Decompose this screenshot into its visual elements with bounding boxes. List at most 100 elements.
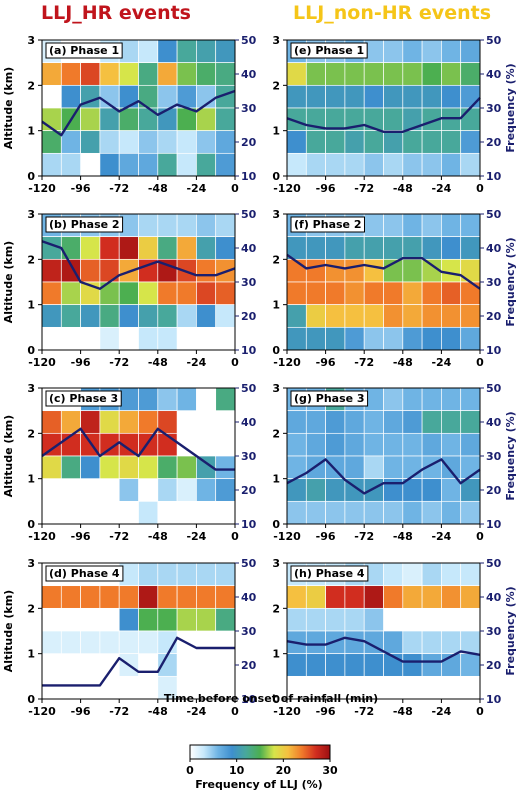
heatmap-cell bbox=[41, 281, 62, 306]
heatmap-cell bbox=[421, 630, 442, 655]
y-tick-label: 1 bbox=[27, 125, 35, 138]
heatmap-cell bbox=[363, 607, 384, 632]
heatmap-cell bbox=[305, 585, 326, 609]
heatmap-cell bbox=[196, 213, 217, 238]
x-tick-label: -72 bbox=[109, 182, 129, 195]
heatmap-cell bbox=[383, 152, 404, 177]
y2-tick-label: 50 bbox=[241, 382, 257, 395]
y2-axis-label: Frequency (%) bbox=[504, 586, 517, 675]
heatmap-cell bbox=[60, 585, 81, 609]
heatmap-cell bbox=[325, 281, 346, 306]
panel-label: (e) Phase 1 bbox=[294, 44, 364, 57]
y2-tick-label: 10 bbox=[486, 518, 502, 531]
heatmap-cell bbox=[138, 455, 159, 480]
heatmap-cell bbox=[402, 500, 423, 525]
heatmap-cell bbox=[138, 562, 159, 587]
heatmap-cell bbox=[215, 213, 236, 238]
y-tick-label: 3 bbox=[272, 34, 280, 47]
colorbar-tick-label: 10 bbox=[229, 764, 245, 777]
x-tick-label: -96 bbox=[71, 530, 91, 543]
heatmap-cell bbox=[196, 39, 217, 64]
y-tick-label: 2 bbox=[272, 602, 280, 615]
y2-tick-label: 10 bbox=[486, 693, 502, 706]
y2-tick-label: 40 bbox=[241, 591, 257, 604]
right-column-title: LLJ_non-HR events bbox=[293, 2, 491, 24]
heatmap-cell bbox=[460, 326, 481, 351]
heatmap-cell bbox=[344, 326, 365, 351]
heatmap-cell bbox=[176, 562, 197, 587]
y-tick-label: 3 bbox=[272, 382, 280, 395]
x-tick-label: -120 bbox=[28, 705, 56, 718]
heatmap-cell bbox=[157, 84, 178, 109]
heatmap-cell bbox=[344, 281, 365, 306]
heatmap-cell bbox=[157, 607, 178, 632]
heatmap-cell bbox=[441, 62, 462, 86]
heatmap-cell bbox=[421, 478, 442, 502]
heatmap-cell bbox=[325, 585, 346, 609]
heatmap-cell bbox=[441, 281, 462, 306]
heatmap-cell bbox=[80, 304, 101, 328]
heatmap-cell bbox=[99, 130, 120, 154]
heatmap-cell bbox=[402, 213, 423, 238]
heatmap-cell bbox=[402, 258, 423, 283]
heatmap-cell bbox=[363, 432, 384, 457]
heatmap-cell bbox=[215, 585, 236, 609]
y-tick-label: 3 bbox=[27, 557, 35, 570]
x-tick-label: -72 bbox=[109, 705, 129, 718]
heatmap-cell bbox=[118, 585, 139, 609]
heatmap-cell bbox=[421, 410, 442, 434]
heatmap-cell bbox=[383, 585, 404, 609]
panel-c: 0 1 2 3 10 20 30 40 50 -120 -96 -72 -48 -24 0 (c) Phase… bbox=[2, 382, 257, 543]
heatmap-cell bbox=[305, 432, 326, 457]
heatmap-cell bbox=[305, 500, 326, 525]
heatmap-cell bbox=[402, 562, 423, 587]
heatmap-cell bbox=[325, 410, 346, 434]
heatmap-cell bbox=[441, 130, 462, 154]
heatmap-cell bbox=[363, 410, 384, 434]
heatmap-cell bbox=[344, 455, 365, 480]
heatmap-cell bbox=[383, 500, 404, 525]
heatmap-cell bbox=[138, 39, 159, 64]
heatmap-cell bbox=[363, 62, 384, 86]
heatmap-cell bbox=[286, 281, 307, 306]
y-tick-label: 0 bbox=[272, 344, 280, 357]
heatmap-cell bbox=[383, 107, 404, 132]
heatmap-cell bbox=[344, 84, 365, 109]
heatmap-cell bbox=[402, 152, 423, 177]
heatmap-cell bbox=[325, 152, 346, 177]
heatmap-cell bbox=[99, 410, 120, 434]
heatmap-cell bbox=[196, 607, 217, 632]
heatmap-cell bbox=[176, 62, 197, 86]
y-tick-label: 1 bbox=[272, 473, 280, 486]
heatmap-cell bbox=[196, 62, 217, 86]
heatmap-cell bbox=[441, 562, 462, 587]
heatmap-cell bbox=[138, 410, 159, 434]
heatmap-cell bbox=[286, 410, 307, 434]
y-tick-label: 0 bbox=[27, 518, 35, 531]
heatmap-cell bbox=[402, 62, 423, 86]
heatmap-cell bbox=[41, 455, 62, 480]
heatmap-cell bbox=[305, 84, 326, 109]
heatmap-cell bbox=[325, 500, 346, 525]
heatmap-cell bbox=[196, 236, 217, 260]
heatmap-cell bbox=[363, 326, 384, 351]
x-tick-label: -72 bbox=[109, 530, 129, 543]
panel-label-box bbox=[290, 565, 369, 582]
x-tick-label: -96 bbox=[71, 182, 91, 195]
heatmap-cell bbox=[441, 432, 462, 457]
heatmap-cell bbox=[441, 304, 462, 328]
y2-tick-label: 30 bbox=[241, 450, 257, 463]
x-tick-label: -24 bbox=[186, 356, 206, 369]
heatmap-cell bbox=[215, 39, 236, 64]
heatmap-cell bbox=[138, 213, 159, 238]
heatmap-cell bbox=[325, 236, 346, 260]
x-tick-label: -24 bbox=[186, 705, 206, 718]
heatmap-cell bbox=[286, 607, 307, 632]
heatmap-cell bbox=[363, 281, 384, 306]
colorbar: 0 10 20 30 bbox=[186, 744, 338, 777]
heatmap-cell bbox=[215, 478, 236, 502]
heatmap-cell bbox=[196, 304, 217, 328]
panel-d: 0 1 2 3 10 20 30 40 50 -120 -96 -72 -48 -24 0 (d) Phase… bbox=[2, 557, 257, 718]
heatmap-cell bbox=[421, 281, 442, 306]
